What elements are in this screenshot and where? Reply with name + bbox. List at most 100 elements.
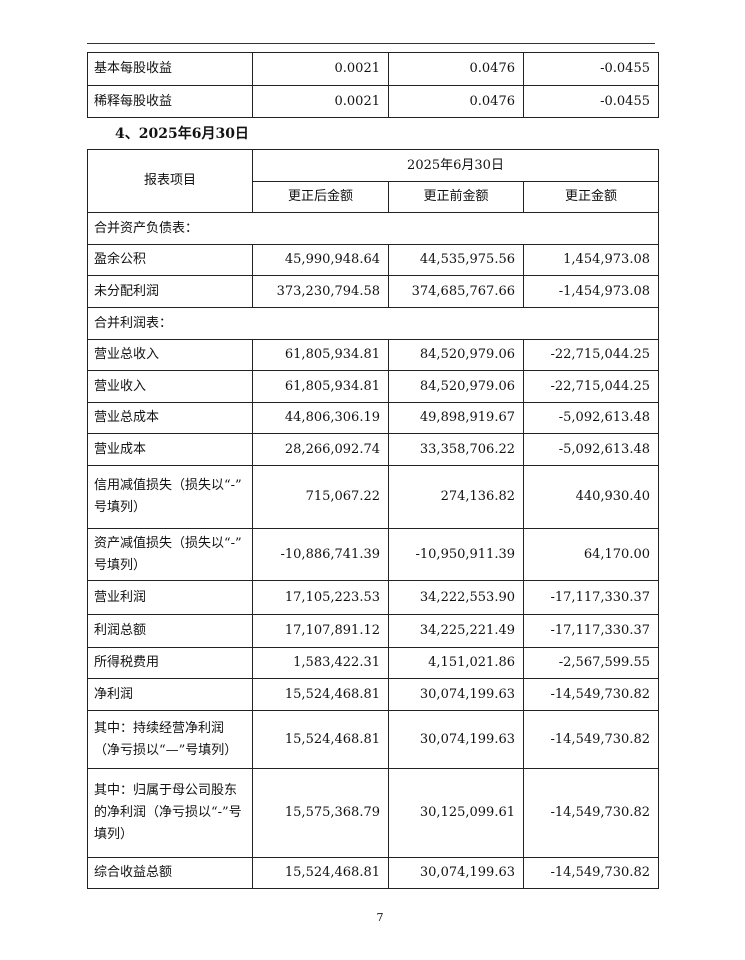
amount-cell: 1,454,973.08: [523, 244, 659, 276]
amount-cell: 15,524,468.81: [252, 678, 389, 711]
section-label: 合并利润表：: [87, 307, 659, 340]
item-cell: 资产减值损失（损失以“-”号填列）: [87, 528, 253, 581]
item-cell: 综合收益总额: [87, 857, 253, 889]
table-row: 营业总收入 61,805,934.81 84,520,979.06 -22,715,0…: [87, 339, 659, 371]
top-table: 基本每股收益 0.0021 0.0476 -0.0455 稀释每股收益 0.0021 0.0…: [87, 52, 659, 118]
amount-cell: 15,575,368.79: [252, 768, 389, 858]
amount-cell: -10,886,741.39: [252, 528, 389, 581]
amount-cell: 84,520,979.06: [388, 370, 524, 403]
amount-cell: 0.0476: [388, 52, 524, 86]
table-row: 合并利润表：: [87, 307, 659, 340]
table-row: 信用减值损失（损失以“-”号填列） 715,067.22 274,136.82 440…: [87, 465, 659, 529]
amount-cell: 61,805,934.81: [252, 370, 389, 403]
item-cell: 营业成本: [87, 433, 253, 466]
amount-cell: -5,092,613.48: [523, 402, 659, 434]
amount-cell: 4,151,021.86: [388, 647, 524, 679]
table-row: 营业成本 28,266,092.74 33,358,706.22 -5,092,613…: [87, 433, 659, 466]
item-cell: 其中：归属于母公司股东的净利润（净亏损以“-”号填列）: [87, 768, 253, 858]
item-cell: 盈余公积: [87, 244, 253, 276]
amount-cell: 44,535,975.56: [388, 244, 524, 276]
amount-cell: -17,117,330.37: [523, 614, 659, 648]
amount-cell: 374,685,767.66: [388, 275, 524, 308]
table-row: 所得税费用 1,583,422.31 4,151,021.86 -2,567,599.…: [87, 647, 659, 679]
table-row: 净利润 15,524,468.81 30,074,199.63 -14,549,730…: [87, 678, 659, 711]
table-row: 其中：归属于母公司股东的净利润（净亏损以“-”号填列） 15,575,368.79…: [87, 768, 659, 858]
amount-cell: 45,990,948.64: [252, 244, 389, 276]
amount-cell: -2,567,599.55: [523, 647, 659, 679]
page-number: 7: [376, 911, 384, 924]
amount-cell: 28,266,092.74: [252, 433, 389, 466]
item-cell: 所得税费用: [87, 647, 253, 679]
amount-cell: 0.0476: [388, 85, 524, 118]
amount-cell: 30,125,099.61: [388, 768, 524, 858]
item-cell: 稀释每股收益: [87, 85, 253, 118]
table-row: 资产减值损失（损失以“-”号填列） -10,886,741.39 -10,950,9…: [87, 528, 659, 581]
amount-cell: 15,524,468.81: [252, 857, 389, 889]
amount-cell: 373,230,794.58: [252, 275, 389, 308]
amount-cell: 44,806,306.19: [252, 402, 389, 434]
amount-cell: 49,898,919.67: [388, 402, 524, 434]
amount-cell: 0.0021: [252, 85, 389, 118]
amount-cell: 33,358,706.22: [388, 433, 524, 466]
item-cell: 营业总收入: [87, 339, 253, 371]
header-date: 2025年6月30日: [252, 149, 659, 182]
amount-cell: -14,549,730.82: [523, 857, 659, 889]
item-cell: 利润总额: [87, 614, 253, 648]
section-title: 4、2025年6月30日: [115, 126, 249, 142]
amount-cell: 17,107,891.12: [252, 614, 389, 648]
amount-cell: -14,549,730.82: [523, 678, 659, 711]
table-row: 营业总成本 44,806,306.19 49,898,919.67 -5,092,61…: [87, 402, 659, 434]
amount-cell: 30,074,199.63: [388, 710, 524, 769]
table-row: 未分配利润 373,230,794.58 374,685,767.66 -1,454,…: [87, 275, 659, 308]
table-row: 基本每股收益 0.0021 0.0476 -0.0455: [87, 52, 659, 86]
item-cell: 营业利润: [87, 580, 253, 615]
item-cell: 营业总成本: [87, 402, 253, 434]
amount-cell: -22,715,044.25: [523, 339, 659, 371]
amount-cell: 30,074,199.63: [388, 678, 524, 711]
table-row: 盈余公积 45,990,948.64 44,535,975.56 1,454,973.…: [87, 244, 659, 276]
amount-cell: -14,549,730.82: [523, 768, 659, 858]
amount-cell: -10,950,911.39: [388, 528, 524, 581]
amount-cell: -5,092,613.48: [523, 433, 659, 466]
amount-cell: -0.0455: [523, 85, 659, 118]
amount-cell: 84,520,979.06: [388, 339, 524, 371]
item-cell: 其中：持续经营净利润（净亏损以“—”号填列）: [87, 710, 253, 769]
table-row: 营业收入 61,805,934.81 84,520,979.06 -22,715,04…: [87, 370, 659, 403]
section-label: 合并资产负债表：: [87, 212, 659, 245]
amount-cell: 34,222,553.90: [388, 580, 524, 615]
amount-cell: 0.0021: [252, 52, 389, 86]
amount-cell: -14,549,730.82: [523, 710, 659, 769]
main-table: 报表项目 2025年6月30日 更正后金额 更正前金额 更正金额 合并资产负债表： 盈余…: [87, 149, 659, 889]
header-rule: [87, 43, 655, 44]
amount-cell: 1,583,422.31: [252, 647, 389, 679]
amount-cell: -22,715,044.25: [523, 370, 659, 403]
header-item: 报表项目: [87, 149, 253, 213]
amount-cell: 61,805,934.81: [252, 339, 389, 371]
table-row: 营业利润 17,105,223.53 34,222,553.90 -17,117,33…: [87, 580, 659, 615]
amount-cell: -0.0455: [523, 52, 659, 86]
item-cell: 基本每股收益: [87, 52, 253, 86]
table-row: 利润总额 17,107,891.12 34,225,221.49 -17,117,33…: [87, 614, 659, 648]
amount-cell: -17,117,330.37: [523, 580, 659, 615]
item-cell: 信用减值损失（损失以“-”号填列）: [87, 465, 253, 529]
table-row: 综合收益总额 15,524,468.81 30,074,199.63 -14,549,…: [87, 857, 659, 889]
column-header: 更正前金额: [388, 181, 524, 213]
table-row: 稀释每股收益 0.0021 0.0476 -0.0455: [87, 85, 659, 118]
amount-cell: 30,074,199.63: [388, 857, 524, 889]
amount-cell: 17,105,223.53: [252, 580, 389, 615]
table-row: 合并资产负债表：: [87, 212, 659, 245]
item-cell: 未分配利润: [87, 275, 253, 308]
amount-cell: 440,930.40: [523, 465, 659, 529]
item-cell: 营业收入: [87, 370, 253, 403]
amount-cell: -1,454,973.08: [523, 275, 659, 308]
table-row: 其中：持续经营净利润（净亏损以“—”号填列） 15,524,468.81 30,07…: [87, 710, 659, 769]
amount-cell: 15,524,468.81: [252, 710, 389, 769]
column-header: 更正后金额: [252, 181, 389, 213]
amount-cell: 34,225,221.49: [388, 614, 524, 648]
amount-cell: 274,136.82: [388, 465, 524, 529]
amount-cell: 64,170.00: [523, 528, 659, 581]
column-header: 更正金额: [523, 181, 659, 213]
item-cell: 净利润: [87, 678, 253, 711]
amount-cell: 715,067.22: [252, 465, 389, 529]
